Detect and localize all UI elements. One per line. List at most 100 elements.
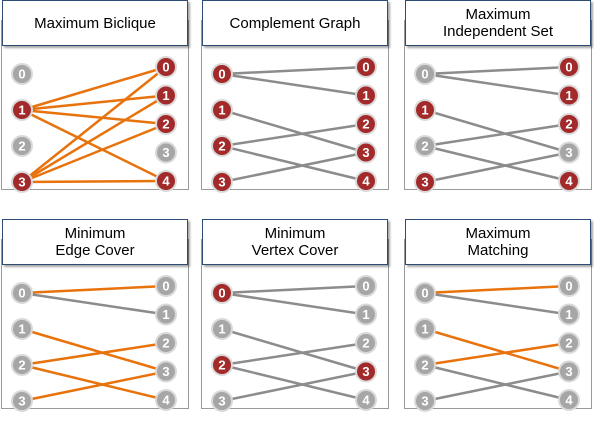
bipartite-graph: 0 1 2 3 0 1 2 3 4	[11, 275, 177, 412]
highlighted-edge-L1-R3	[424, 327, 570, 373]
right-node-circle	[355, 170, 377, 192]
edges-group	[21, 65, 167, 184]
left-node-circle	[11, 171, 33, 193]
right-node-label: 3	[362, 364, 369, 379]
left-node-0: 0	[414, 63, 436, 85]
right-node-label: 0	[565, 60, 572, 75]
left-node-2: 2	[211, 135, 233, 157]
right-node-label: 4	[162, 174, 170, 189]
left-node-circle	[11, 318, 33, 340]
edge-L2-R4	[221, 363, 367, 402]
left-node-3: 3	[414, 390, 436, 412]
right-node-circle	[558, 303, 580, 326]
edges-group	[21, 284, 167, 403]
edge-L3-R3	[424, 151, 570, 184]
right-node-circle	[155, 389, 177, 411]
left-node-circle	[414, 99, 436, 121]
right-node-circle	[355, 56, 377, 78]
left-node-1: 1	[414, 99, 436, 121]
highlighted-edge-L2-R2	[21, 341, 167, 367]
left-node-label: 0	[421, 67, 428, 82]
left-node-2: 2	[414, 354, 436, 376]
panel-frame	[404, 20, 592, 190]
left-node-3: 3	[211, 171, 233, 193]
left-node-circle	[11, 390, 33, 412]
panel-minimum-edge-cover: Minimum Edge Cover 0 1 2 3 0 1 2 3 4	[1, 219, 191, 412]
left-node-2: 2	[414, 135, 436, 157]
edge-L3-R3	[221, 151, 367, 184]
left-node-label: 0	[18, 67, 25, 82]
edge-L3-R3	[424, 370, 570, 403]
bipartite-graph: 0 1 2 3 0 1 2 3 4	[11, 56, 177, 193]
panel-frame	[1, 239, 189, 409]
left-node-label: 2	[421, 139, 428, 154]
edge-L2-R4	[424, 363, 570, 402]
left-node-circle	[211, 63, 233, 85]
left-node-1: 1	[211, 318, 233, 340]
panel-title: Maximum Biclique	[2, 0, 188, 46]
panel-title: Minimum Vertex Cover	[202, 219, 388, 265]
left-node-circle	[414, 282, 436, 304]
edge-L0-R1	[221, 291, 367, 316]
left-node-2: 2	[11, 135, 33, 157]
right-node-label: 2	[362, 336, 369, 351]
right-node-label: 2	[162, 336, 169, 351]
panel-complement-graph: Complement Graph 0 1 2 3 0 1 2 3 4	[201, 0, 391, 193]
right-node-label: 0	[162, 279, 169, 294]
left-node-circle	[211, 282, 233, 304]
right-node-1: 1	[558, 303, 580, 326]
right-node-1: 1	[155, 303, 177, 326]
right-node-circle	[155, 170, 177, 192]
right-node-circle	[558, 141, 580, 164]
right-node-2: 2	[558, 332, 580, 354]
edge-L2-R2	[424, 122, 570, 148]
panel-frame	[201, 239, 389, 409]
right-node-2: 2	[355, 113, 377, 135]
right-node-1: 1	[355, 303, 377, 326]
right-node-circle	[558, 56, 580, 78]
left-node-label: 2	[218, 139, 225, 154]
left-node-label: 1	[218, 322, 225, 337]
highlighted-edge-L2-R2	[424, 341, 570, 367]
left-node-2: 2	[211, 354, 233, 376]
left-node-label: 1	[421, 322, 428, 337]
left-node-label: 3	[421, 394, 428, 409]
right-node-4: 4	[155, 389, 177, 411]
right-node-label: 1	[362, 88, 369, 103]
left-node-circle	[11, 99, 33, 121]
highlighted-edge-L2-R4	[21, 363, 167, 402]
right-node-circle	[155, 113, 177, 135]
right-node-0: 0	[155, 56, 177, 78]
edge-L1-R3	[424, 108, 570, 154]
left-node-circle	[211, 135, 233, 157]
right-node-0: 0	[155, 275, 177, 297]
right-node-label: 0	[565, 279, 572, 294]
right-node-label: 1	[565, 88, 572, 103]
left-node-0: 0	[211, 63, 233, 85]
highlighted-edge-L3-R2	[21, 122, 167, 184]
right-node-label: 3	[162, 145, 169, 160]
edge-L0-R0	[424, 65, 570, 76]
right-node-label: 3	[565, 145, 572, 160]
panel-frame	[404, 239, 592, 409]
right-node-circle	[355, 84, 377, 107]
right-node-2: 2	[155, 113, 177, 135]
left-node-3: 3	[414, 171, 436, 193]
edges-group	[424, 284, 570, 403]
edge-L2-R2	[221, 122, 367, 148]
right-node-circle	[155, 141, 177, 164]
right-node-0: 0	[355, 275, 377, 297]
right-node-3: 3	[155, 141, 177, 164]
right-node-label: 4	[362, 393, 370, 408]
right-node-label: 0	[162, 60, 169, 75]
right-node-label: 4	[162, 393, 170, 408]
left-node-1: 1	[414, 318, 436, 340]
right-node-3: 3	[155, 360, 177, 383]
left-node-label: 0	[421, 286, 428, 301]
left-node-circle	[211, 354, 233, 376]
right-node-circle	[355, 113, 377, 135]
edge-L0-R1	[221, 72, 367, 97]
left-node-circle	[414, 318, 436, 340]
right-node-circle	[355, 389, 377, 411]
right-node-label: 1	[162, 88, 169, 103]
